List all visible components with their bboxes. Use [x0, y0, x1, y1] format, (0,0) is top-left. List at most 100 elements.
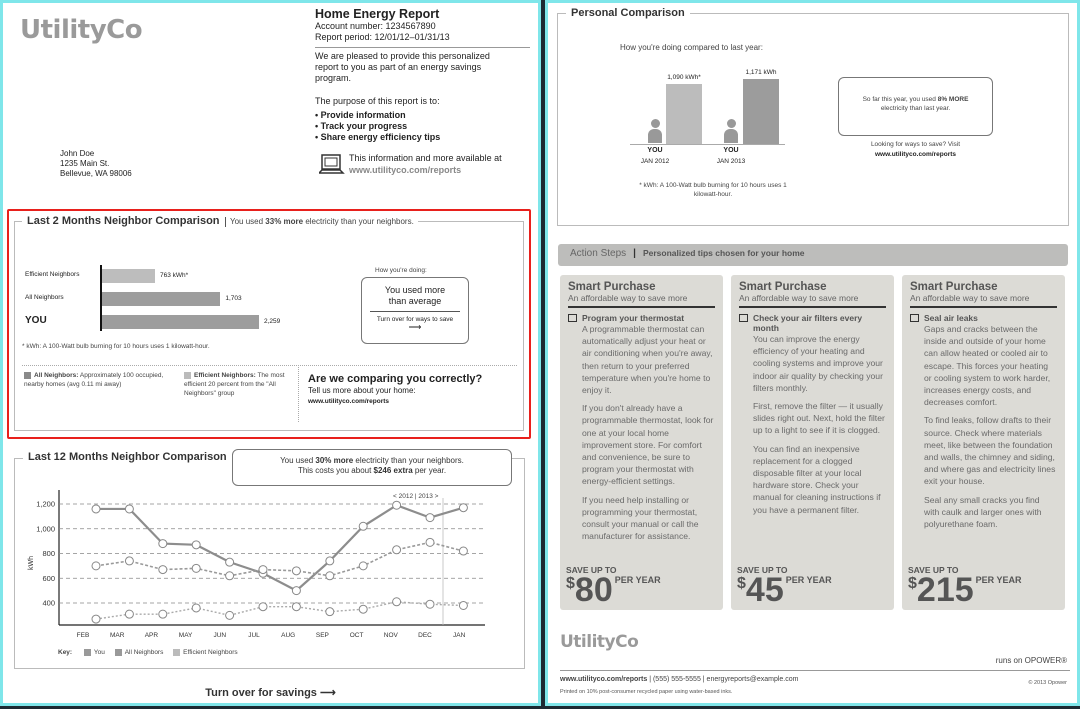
savings-amount: SAVE UP TO $80 PER YEAR	[566, 565, 661, 607]
data-point	[291, 602, 301, 612]
tip-paragraph: Seal any small cracks you find with caul…	[924, 494, 1042, 530]
card-heading: Smart Purchase	[910, 281, 998, 293]
checkbox[interactable]	[568, 314, 577, 322]
bar-category-label: JAN 2012	[640, 158, 670, 165]
data-point	[91, 561, 101, 571]
bar-top-label: YOU	[647, 147, 663, 154]
x-tick-label: DEC	[418, 632, 432, 639]
y-tick-label: 1,000	[36, 524, 55, 533]
x-tick-label: JAN	[453, 632, 466, 639]
reports-link[interactable]: www.utilityco.com/reports	[349, 165, 462, 175]
bar-value-label: 1,090 kWh*	[667, 73, 701, 81]
bar	[102, 292, 221, 306]
tip-paragraph: If you don't already have a programmable…	[582, 403, 714, 487]
data-point	[291, 586, 301, 596]
data-point	[191, 563, 201, 573]
data-point	[325, 607, 335, 617]
callout-line-2: This costs you about $246 extra per year…	[233, 466, 511, 476]
bar-category-label: YOU	[25, 315, 47, 326]
action-title: Action Steps	[570, 248, 627, 259]
checkbox[interactable]	[910, 314, 919, 322]
comparing-link[interactable]: www.utilityco.com/reports	[308, 398, 390, 405]
data-point	[458, 546, 468, 556]
card-subheading: An affordable way to save more	[739, 293, 886, 308]
tip-paragraph: You can find an inexpensive replacement …	[753, 443, 881, 515]
utilityco-footer-logo: UtilityCo	[560, 632, 639, 652]
laptop-icon	[319, 154, 345, 174]
data-point	[258, 565, 268, 575]
x-tick-label: NOV	[384, 632, 399, 639]
y-tick-label: 600	[42, 574, 55, 583]
doing-label: How you're doing:	[375, 267, 427, 274]
tip-paragraph: First, remove the filter — it usually sl…	[753, 401, 885, 436]
comparing-text: Tell us more about your home:	[308, 386, 416, 395]
action-steps-bar: Action Steps | Personalized tips chosen fo…	[558, 244, 1068, 266]
data-point	[191, 540, 201, 550]
bar	[102, 315, 259, 329]
tip-title-text: Seal air leaks	[924, 313, 978, 323]
twelve-month-callout: You used 30% more electricity than your …	[232, 449, 512, 486]
two-month-summary: You used 33% more electricity than your …	[225, 217, 418, 227]
kwh-footnote: * kWh: A 100-Watt bulb burning for 10 ho…	[22, 343, 210, 350]
checkbox[interactable]	[739, 314, 748, 322]
data-point	[325, 556, 335, 566]
divider	[315, 47, 530, 48]
y-tick-label: 1,200	[36, 500, 55, 509]
summary-text: electricity than your neighbors.	[303, 217, 414, 226]
card-heading: Smart Purchase	[739, 281, 827, 293]
legend-label: All Neighbors:	[34, 372, 79, 379]
callout-text: per year.	[412, 466, 447, 475]
year-marker: < 2012 | 2013 >	[393, 493, 439, 500]
tip-title-text: Program your thermostat	[582, 313, 685, 323]
data-point	[392, 545, 402, 555]
bar-value-label: 763 kWh*	[160, 272, 189, 279]
purpose-text: The purpose of this report is to:	[315, 96, 440, 106]
callout-text: You used	[280, 456, 316, 465]
key-all-neighbors: All Neighbors	[124, 649, 164, 656]
data-point	[425, 513, 435, 523]
tip-title: Program your thermostat	[568, 313, 715, 323]
tip-card: Smart Purchase An affordable way to save…	[731, 275, 894, 610]
address-street: 1235 Main St.	[60, 159, 110, 168]
turn-over-link[interactable]: Turn over for savings ⟶	[205, 687, 336, 699]
y-tick-label: 800	[42, 549, 55, 558]
data-point	[458, 600, 468, 610]
bar-axis	[100, 265, 102, 331]
savings-amount: SAVE UP TO $215 PER YEAR	[908, 565, 1022, 607]
tip-title-text: Check your air filters every month	[753, 313, 863, 333]
x-tick-label: AUG	[281, 632, 295, 639]
person-icon	[724, 119, 738, 144]
note-text: electricity than last year.	[880, 105, 951, 112]
tip-paragraph: Gaps and cracks between the inside and o…	[924, 324, 1051, 408]
legend-efficient-neighbors: Efficient Neighbors: The most efficient …	[184, 371, 294, 398]
y-axis-label: kWh	[28, 556, 35, 570]
data-point	[91, 504, 101, 514]
footer-contact-text: | (555) 555-5555 | energyreports@example…	[647, 676, 799, 683]
personal-link[interactable]: www.utilityco.com/reports	[874, 151, 957, 158]
tip-paragraph: If you need help installing or programmi…	[582, 494, 699, 542]
you-swatch	[83, 648, 91, 656]
purpose-bullet: • Share energy efficiency tips	[315, 132, 441, 142]
report-back-page: Personal Comparison How you're doing com…	[545, 0, 1080, 706]
data-point	[225, 571, 235, 581]
callout-text: This costs you about	[297, 466, 374, 475]
bar-category-label: All Neighbors	[25, 294, 64, 301]
key-efficient-neighbors: Efficient Neighbors	[183, 649, 238, 656]
callout-bold: $246 extra	[373, 466, 413, 475]
y-tick-label: 400	[42, 599, 55, 608]
data-point	[258, 602, 268, 612]
footer-link[interactable]: www.utilityco.com/reports	[560, 676, 648, 683]
personal-title: Personal Comparison	[566, 7, 690, 19]
tip-paragraph: To find leaks, follow drafts to their so…	[924, 415, 1056, 487]
legend-all-neighbors: All Neighbors: Approximately 100 occupie…	[24, 371, 179, 389]
tip-title: Check your air filters every month	[739, 313, 886, 333]
data-point	[425, 537, 435, 547]
x-tick-label: MAR	[110, 632, 125, 639]
data-point	[458, 503, 468, 513]
tip-paragraph: You can improve the energy efficiency of…	[753, 334, 883, 393]
key-you: You	[93, 649, 105, 656]
per-year: PER YEAR	[975, 575, 1022, 585]
dollar-sign: $	[737, 575, 746, 592]
tip-card: Smart Purchase An affordable way to save…	[902, 275, 1065, 610]
note-text: So far this year, you used	[862, 96, 938, 103]
